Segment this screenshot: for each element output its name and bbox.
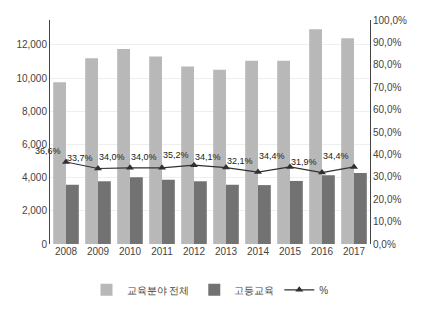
svg-text:교육분야 전체: 교육분야 전체 — [127, 285, 190, 296]
svg-text:2011: 2011 — [151, 246, 173, 257]
svg-text:2009: 2009 — [87, 246, 110, 257]
svg-text:70,0%: 70,0% — [373, 82, 401, 93]
svg-text:2017: 2017 — [343, 246, 366, 257]
svg-text:8,000: 8,000 — [22, 106, 47, 117]
svg-text:10,0%: 10,0% — [373, 216, 401, 227]
svg-text:2016: 2016 — [311, 246, 334, 257]
svg-text:10,000: 10,000 — [16, 73, 47, 84]
svg-text:2014: 2014 — [247, 246, 270, 257]
svg-text:80,0%: 80,0% — [373, 59, 401, 70]
svg-text:34,4%: 34,4% — [323, 151, 349, 161]
svg-text:2008: 2008 — [55, 246, 78, 257]
svg-text:50,0%: 50,0% — [373, 127, 401, 138]
svg-text:40,0%: 40,0% — [373, 149, 401, 160]
svg-text:34,0%: 34,0% — [99, 152, 125, 162]
svg-text:12,000: 12,000 — [16, 39, 47, 50]
svg-text:32,1%: 32,1% — [227, 156, 253, 166]
svg-text:100,0%: 100,0% — [373, 15, 407, 26]
svg-text:고등교육: 고등교육 — [234, 285, 274, 296]
svg-text:34,4%: 34,4% — [259, 151, 285, 161]
svg-text:2,000: 2,000 — [22, 205, 47, 216]
svg-text:35,2%: 35,2% — [163, 150, 189, 160]
svg-text:90,0%: 90,0% — [373, 37, 401, 48]
svg-text:20,0%: 20,0% — [373, 194, 401, 205]
svg-text:34,1%: 34,1% — [195, 152, 221, 162]
svg-text:2015: 2015 — [279, 246, 302, 257]
svg-text:60,0%: 60,0% — [373, 104, 401, 115]
svg-text:36,6%: 36,6% — [35, 146, 61, 156]
svg-text:2013: 2013 — [215, 246, 238, 257]
svg-text:33,7%: 33,7% — [67, 153, 93, 163]
svg-text:2012: 2012 — [183, 246, 206, 257]
svg-text:0: 0 — [41, 239, 47, 250]
svg-text:%: % — [319, 285, 328, 296]
svg-text:34,0%: 34,0% — [131, 152, 157, 162]
svg-text:30,0%: 30,0% — [373, 171, 401, 182]
svg-text:0,0%: 0,0% — [373, 239, 396, 250]
svg-text:4,000: 4,000 — [22, 172, 47, 183]
svg-text:6,000: 6,000 — [22, 139, 47, 150]
svg-text:31,9%: 31,9% — [291, 157, 317, 167]
svg-text:2010: 2010 — [119, 246, 142, 257]
